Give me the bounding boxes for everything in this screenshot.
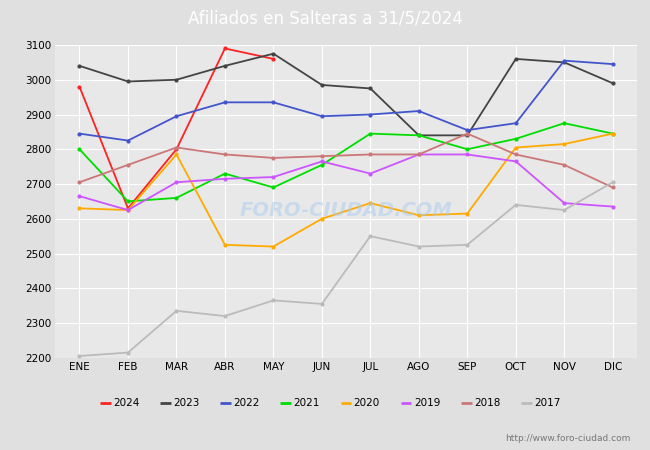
Text: 2020: 2020 [354,398,380,408]
Text: 2021: 2021 [294,398,320,408]
Text: 2018: 2018 [474,398,500,408]
Text: 2024: 2024 [113,398,140,408]
Text: 2017: 2017 [534,398,560,408]
Text: 2022: 2022 [233,398,260,408]
Text: 2023: 2023 [174,398,200,408]
Text: FORO-CIUDAD.COM: FORO-CIUDAD.COM [240,201,452,220]
Text: http://www.foro-ciudad.com: http://www.foro-ciudad.com [505,434,630,443]
Text: Afiliados en Salteras a 31/5/2024: Afiliados en Salteras a 31/5/2024 [188,9,462,27]
Text: 2019: 2019 [414,398,440,408]
